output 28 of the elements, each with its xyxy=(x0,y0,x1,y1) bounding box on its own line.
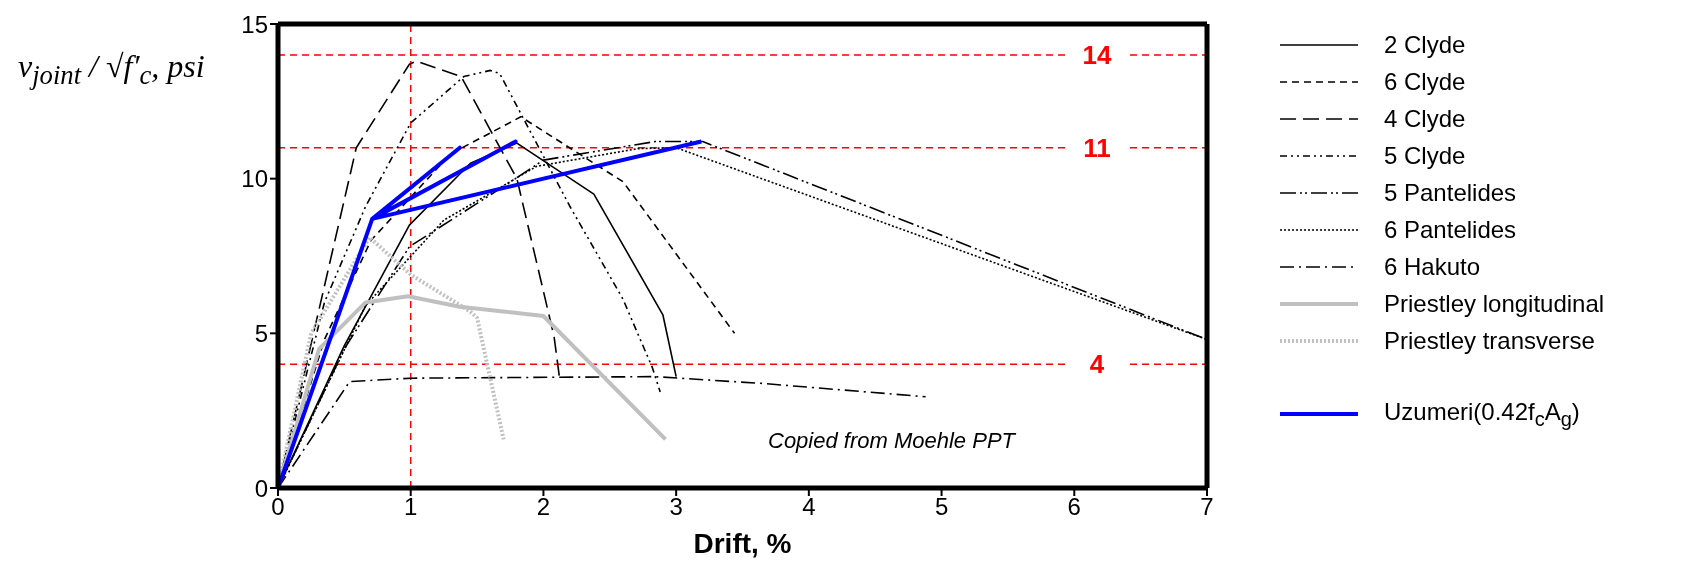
y-tick-label: 10 xyxy=(241,165,268,193)
legend-label: 2 Clyde xyxy=(1384,30,1466,59)
ref-line-label: 11 xyxy=(1083,132,1111,163)
y-tick-label: 5 xyxy=(254,319,268,347)
legend-label: Priestley longitudinal xyxy=(1384,289,1605,318)
x-tick-label: 5 xyxy=(934,493,949,521)
y-tick-label: 0 xyxy=(254,474,268,502)
ref-line-label: 4 xyxy=(1089,349,1105,380)
x-tick-label: 0 xyxy=(271,493,285,521)
legend-label: Priestley transverse xyxy=(1384,326,1595,355)
ref-line-label: 14 xyxy=(1082,40,1112,71)
x-tick-label: 3 xyxy=(669,493,683,521)
x-axis-title: Drift, % xyxy=(693,527,792,559)
legend-label: 6 Pantelides xyxy=(1384,215,1517,244)
legend-label: 6 Clyde xyxy=(1384,67,1466,96)
annotation: Copied from Moehle PPT xyxy=(768,428,1015,454)
x-tick-label: 7 xyxy=(1200,493,1214,521)
x-tick-label: 1 xyxy=(404,493,418,521)
legend-label: 4 Clyde xyxy=(1384,104,1466,133)
y-tick-label: 15 xyxy=(241,10,268,38)
y-axis-title: v$_{joint}$ / √f′$_{c}$, psi xyxy=(18,48,205,92)
legend-label: Uzumeri(0.42f$_{c}$A$_{g}$) xyxy=(1384,397,1580,431)
legend-label: 6 Hakuto xyxy=(1384,252,1481,281)
legend-label: 5 Pantelides xyxy=(1384,178,1517,207)
legend-label: 5 Clyde xyxy=(1384,141,1466,170)
x-tick-label: 6 xyxy=(1067,493,1081,521)
x-tick-label: 4 xyxy=(802,493,816,521)
x-tick-label: 2 xyxy=(536,493,551,521)
